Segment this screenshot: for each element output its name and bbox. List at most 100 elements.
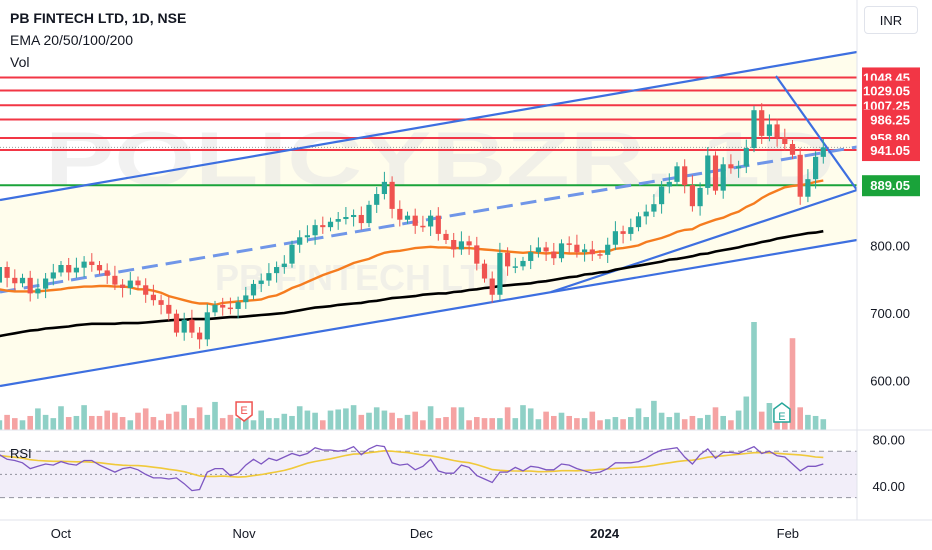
volume-bar [135,412,141,430]
candle [574,234,580,258]
candle [782,128,788,151]
candle [250,279,257,300]
candle [343,207,349,225]
candle [173,309,180,337]
volume-bar [127,420,134,430]
volume-bar [173,411,180,430]
candle [389,176,395,219]
candle [659,181,665,214]
volume-bar [720,415,726,430]
volume-bar [358,414,365,430]
earnings-label: E [778,411,785,423]
volume-bar [35,408,41,430]
volume-bar [489,418,495,430]
y-tick-label: 700.00 [870,306,910,321]
candle [635,212,642,232]
volume-bar [651,400,657,430]
candle [281,255,287,274]
candle [258,273,264,293]
x-tick-label: Feb [777,526,799,541]
currency-button[interactable]: INR [864,6,918,34]
candle [597,250,603,259]
candle [813,151,819,189]
candle [766,114,772,142]
candle [0,267,2,283]
volume-bar [527,408,534,430]
candle [420,215,426,232]
candle [143,278,149,303]
candle [235,296,241,319]
volume-bar [728,420,734,430]
candle [612,221,618,251]
candle [66,257,72,281]
rsi-tick-label: 80.00 [872,433,905,448]
volume-bar [504,407,511,430]
earnings-marker-down[interactable]: E [235,401,253,422]
ema-indicator-legend[interactable]: EMA 20/50/100/200 [10,32,133,48]
candle [528,245,534,270]
candle [666,173,672,194]
candle [505,247,511,276]
volume-bar [304,410,311,430]
candle [412,208,418,234]
candle [19,273,26,288]
candle [289,240,295,268]
candle [628,218,634,241]
volume-bar [789,338,796,430]
candle [397,200,403,227]
volume-bar [65,417,72,430]
volume-bar [474,417,480,430]
volume-bar [150,417,157,430]
ema-long-line [0,229,824,338]
volume-bar [73,415,80,430]
volume-bar [681,419,688,430]
candle [789,139,796,159]
volume-bar [743,396,750,430]
volume-bar [551,415,557,430]
volume-bar [258,410,264,430]
volume-bar [620,419,626,430]
volume-bar [142,408,149,430]
candle [620,225,626,244]
candle [158,294,164,315]
candle [35,278,41,299]
candle [751,106,757,153]
candle [150,284,156,306]
support-price-label: 889.05 [862,175,920,197]
candle [227,297,233,315]
rsi-indicator-legend[interactable]: RSI [10,446,32,461]
volume-bar [512,418,519,430]
candle [497,242,503,301]
volume-bar [89,415,95,430]
candle [266,263,272,286]
volume-bar [497,418,503,430]
volume-bar [96,415,103,430]
volume-bar [712,407,719,430]
rsi-ma-line [0,449,824,478]
volume-bar [697,418,703,430]
volume-bar [266,418,272,430]
symbol-title[interactable]: PB FINTECH LTD, 1D, NSE [10,10,187,26]
candle [43,272,49,299]
price-label-text: 889.05 [870,178,910,193]
volume-bar [435,418,442,430]
candle [320,216,326,234]
volume-bar [296,406,303,430]
volume-bar [604,419,611,430]
volume-bar [327,410,334,430]
candle [12,269,18,291]
earnings-marker-up[interactable]: E [773,402,791,423]
volume-indicator-legend[interactable]: Vol [10,54,30,70]
watermark-symbol: POLICYBZR, 1D [45,117,835,202]
candle [50,263,56,286]
candle [58,260,64,277]
volume-bar [27,415,33,430]
volume-bar [181,405,187,430]
volume-bar [628,417,634,430]
price-label-text: 941.05 [870,143,910,158]
volume-bar [481,418,488,430]
volume-bar [635,408,642,430]
candle [197,327,203,349]
x-tick-label: Oct [51,526,72,541]
